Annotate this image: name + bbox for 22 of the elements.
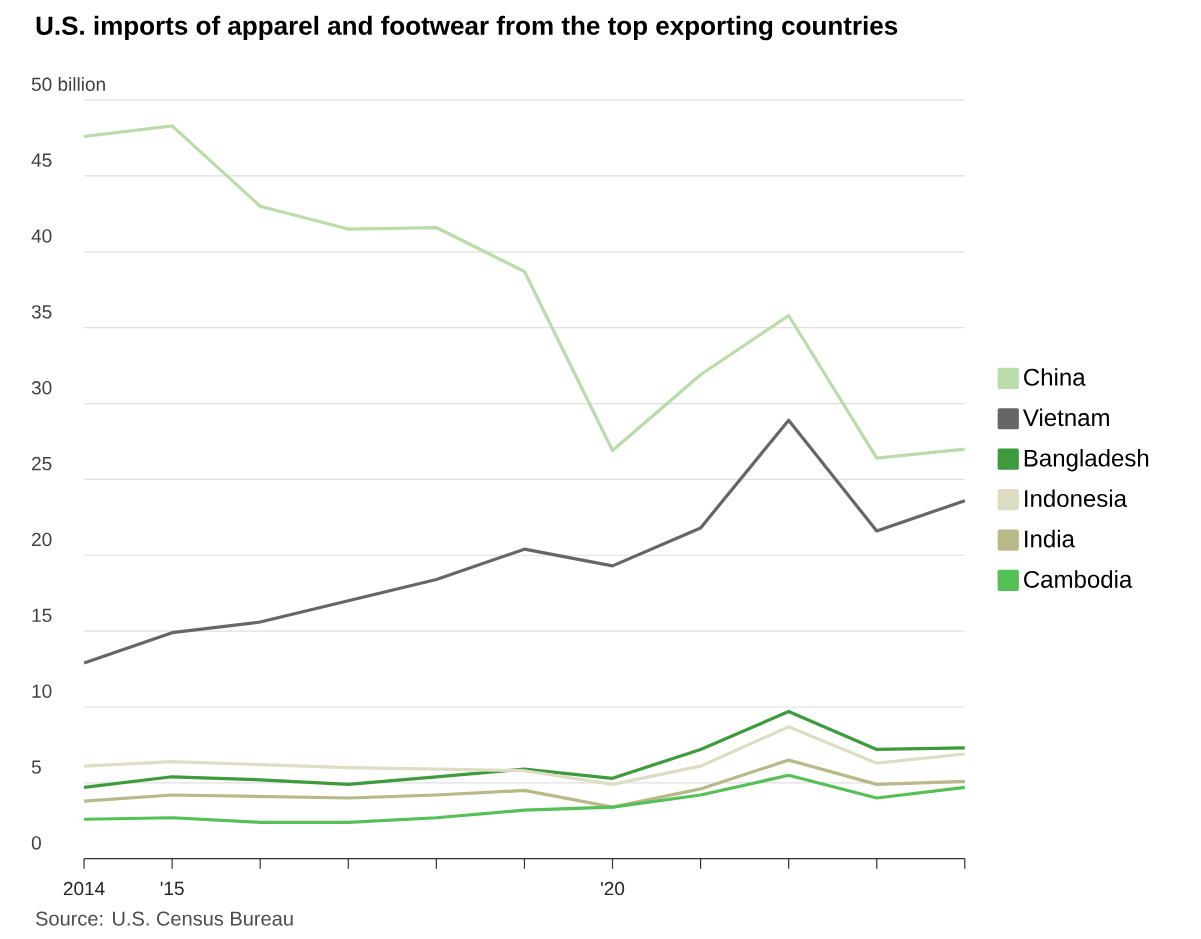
chart-title: U.S. imports of apparel and footwear from the top exporting countries: [36, 15, 898, 41]
y-tick-label: 20: [32, 532, 52, 547]
x-tick-label: '15: [160, 881, 184, 896]
y-tick-label: 50 billion: [31, 77, 105, 92]
source-note: Source: U.S. Census Bureau: [36, 911, 293, 926]
legend-label: Cambodia: [1024, 570, 1133, 588]
y-tick-label: 5: [31, 760, 41, 774]
legend-label: India: [1025, 529, 1075, 548]
x-tick-label: '20: [601, 881, 625, 896]
y-tick-label: 15: [32, 608, 52, 623]
y-tick-label: 0: [31, 836, 41, 850]
legend-label: China: [1024, 368, 1086, 386]
legend-label: Indonesia: [1025, 489, 1127, 508]
y-tick-label: 40: [31, 229, 52, 243]
y-tick-label: 25: [32, 456, 52, 471]
y-tick-label: 10: [32, 684, 52, 699]
legend-label: Vietnam: [1022, 408, 1109, 427]
y-tick-label: 30: [31, 381, 52, 395]
x-tick-label: 2014: [63, 881, 105, 896]
y-tick-label: 45: [31, 153, 52, 167]
y-tick-label: 35: [31, 305, 52, 319]
legend-label: Bangladesh: [1024, 449, 1149, 472]
